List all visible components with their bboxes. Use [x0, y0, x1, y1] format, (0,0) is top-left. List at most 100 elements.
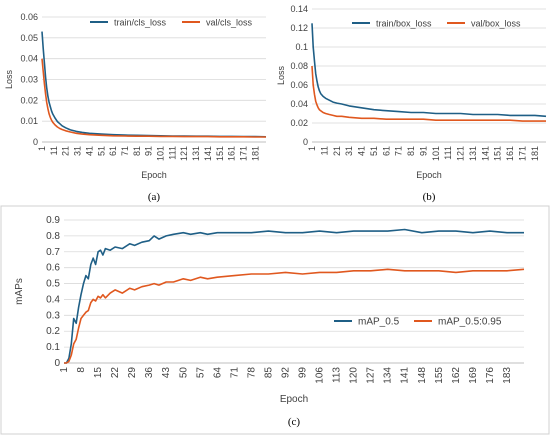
x-tick-label: 61: [381, 146, 391, 156]
y-tick-label: 0.3: [46, 310, 60, 321]
x-tick-label: 161: [227, 146, 237, 161]
y-tick-label: 0.12: [290, 23, 308, 33]
x-tick-label: 57: [195, 367, 206, 379]
x-tick-label: 11: [319, 146, 329, 155]
legend-label-1: train/box_loss: [376, 19, 432, 29]
series-line-1: [311, 23, 547, 118]
y-tick-label: 0.8: [46, 231, 60, 242]
legend-label-2: val/cls_loss: [206, 18, 253, 28]
x-tick-label: 101: [431, 146, 441, 161]
x-tick-label: 92: [280, 367, 291, 379]
x-tick-label: 121: [456, 146, 466, 161]
series-line-2: [311, 65, 546, 122]
x-tick-label: 51: [369, 146, 379, 156]
panel-label: (b): [423, 191, 436, 203]
chart-b: 00.020.040.060.080.10.120.141 11 21 31 41 51 6…: [276, 4, 547, 203]
x-tick-label: 141: [400, 367, 411, 384]
x-tick-label: 22: [110, 367, 121, 379]
x-tick-label: 78: [246, 367, 257, 379]
chart-c: 0 0.1 0.2 0.3 0.4 0.5 0.6 0.7 0.8 0.9 1 8 15 22 29 36 43…: [14, 215, 525, 428]
legend-label-2: val/box_loss: [471, 19, 521, 29]
y-axis-label: Loss: [4, 69, 14, 89]
panel-label: (a): [148, 191, 161, 203]
y-tick-label: 0.04: [20, 54, 38, 64]
x-tick-label: 11: [49, 146, 59, 155]
x-tick-label: 31: [73, 146, 83, 156]
x-axis-label: Epoch: [280, 394, 308, 405]
x-tick-label: 106: [315, 367, 326, 384]
y-tick-label: 0.5: [46, 279, 60, 290]
x-tick-label: 111: [167, 146, 177, 160]
y-tick-label: 0.03: [20, 75, 38, 85]
x-tick-label: 183: [502, 367, 513, 384]
x-tick-label: 91: [144, 146, 154, 156]
x-tick-label: 29: [127, 367, 138, 379]
y-tick-label: 0.14: [290, 4, 308, 14]
y-tick-label: 0.08: [290, 61, 308, 71]
x-tick-label: 31: [344, 146, 354, 156]
x-tick-label: 113: [332, 367, 343, 383]
y-tick-label: 0.2: [46, 326, 60, 337]
x-tick-label: 51: [96, 146, 106, 156]
y-tick-label: 0.1: [46, 342, 60, 353]
x-tick-label: 121: [179, 146, 189, 161]
y-axis-label: Loss: [276, 65, 286, 85]
y-tick-label: 0: [54, 358, 60, 369]
x-tick-label: 85: [263, 367, 274, 379]
x-tick-label: 162: [451, 367, 462, 384]
x-tick-label: 141: [480, 146, 490, 161]
y-tick-label: 0.9: [46, 215, 60, 226]
panel-label: (c): [288, 416, 301, 428]
x-tick-label: 21: [61, 146, 71, 156]
x-tick-label: 1: [59, 367, 70, 373]
y-tick-label: 0.7: [46, 247, 60, 258]
panel-c-frame: [0, 205, 550, 435]
x-tick-label: 61: [108, 146, 118, 156]
y-tick-label: 0.02: [20, 95, 38, 105]
x-tick-label: 71: [229, 367, 240, 379]
x-tick-label: 41: [357, 146, 367, 156]
y-tick-label: 0.4: [46, 294, 60, 305]
x-tick-label: 181: [530, 146, 540, 161]
y-tick-label: 0: [303, 137, 308, 147]
y-tick-label: 0.6: [46, 263, 60, 274]
series-line-2: [64, 268, 525, 364]
y-tick-label: 0.01: [20, 116, 38, 126]
x-tick-label: 151: [493, 146, 503, 161]
x-tick-label: 81: [132, 146, 142, 156]
x-tick-label: 43: [161, 367, 172, 379]
legend-label-2: mAP_0.5:0.95: [438, 317, 502, 328]
x-axis-label: Epoch: [141, 170, 167, 180]
x-tick-label: 127: [366, 367, 377, 384]
y-tick-label: 0.06: [290, 80, 308, 90]
series-line-1: [64, 228, 524, 364]
y-tick-label: 0.1: [295, 42, 308, 52]
x-tick-label: 181: [250, 146, 260, 161]
x-tick-label: 131: [191, 146, 201, 161]
x-tick-label: 111: [443, 146, 453, 160]
x-tick-label: 120: [349, 367, 360, 384]
y-tick-label: 0.02: [290, 118, 308, 128]
legend-label-1: train/cls_loss: [114, 18, 167, 28]
x-tick-label: 169: [468, 367, 479, 384]
x-tick-label: 81: [406, 146, 416, 156]
x-tick-label: 171: [517, 146, 527, 161]
series-line-2: [41, 58, 266, 138]
y-tick-label: 0: [33, 137, 38, 147]
x-tick-label: 134: [383, 367, 394, 384]
x-tick-label: 1: [307, 146, 317, 151]
x-tick-label: 176: [485, 367, 496, 384]
x-tick-label: 148: [417, 367, 428, 384]
x-tick-label: 71: [120, 146, 130, 156]
x-tick-label: 8: [76, 367, 87, 373]
x-tick-label: 36: [144, 367, 155, 379]
x-tick-label: 171: [238, 146, 248, 161]
y-axis-label: mAPs: [14, 278, 25, 305]
x-tick-label: 64: [212, 367, 223, 379]
y-tick-label: 0.05: [20, 33, 38, 43]
x-tick-label: 101: [156, 146, 166, 161]
x-tick-label: 71: [394, 146, 404, 156]
y-tick-label: 0.06: [20, 12, 38, 22]
